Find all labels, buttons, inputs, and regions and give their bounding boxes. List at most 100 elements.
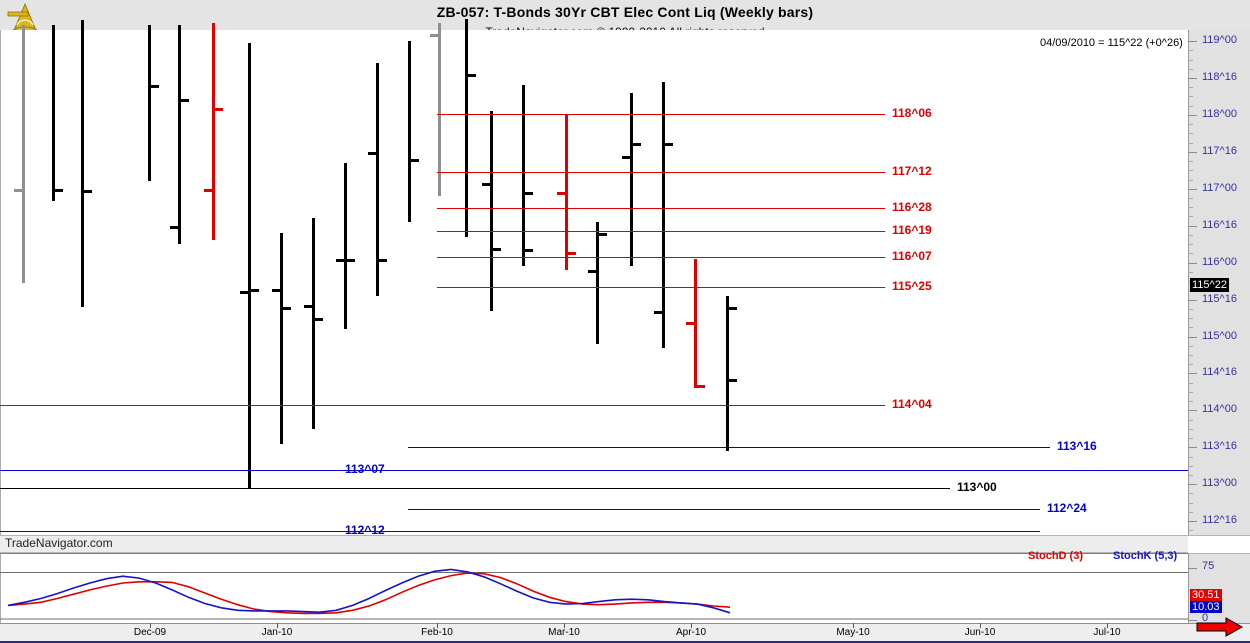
ohlc-close-tick bbox=[524, 249, 533, 253]
page-title: ZB-057: T-Bonds 30Yr CBT Elec Cont Liq (… bbox=[436, 4, 814, 20]
ohlc-open-tick bbox=[430, 33, 439, 37]
price-level-line[interactable] bbox=[437, 231, 885, 232]
price-axis-minor-tick bbox=[1188, 428, 1193, 430]
ohlc-open-tick bbox=[240, 290, 249, 294]
price-axis-minor-tick bbox=[1188, 161, 1193, 163]
price-level-label: 114^04 bbox=[892, 397, 932, 411]
date-axis-label: May-10 bbox=[836, 627, 870, 638]
quote-readout: 04/09/2010 = 115^22 (+0^26) bbox=[1040, 37, 1183, 49]
stoch-k-value-badge: 10.03 bbox=[1190, 601, 1222, 613]
ohlc-bar bbox=[465, 18, 468, 237]
ohlc-close-tick bbox=[728, 306, 737, 310]
stoch-axis-label: 0 bbox=[1202, 612, 1209, 624]
ohlc-close-tick bbox=[632, 143, 641, 146]
price-axis-minor-tick bbox=[1188, 170, 1193, 172]
price-level-line[interactable] bbox=[408, 509, 1040, 510]
stoch-axis-label: 75 bbox=[1202, 559, 1215, 572]
ohlc-bar bbox=[662, 81, 665, 348]
ohlc-close-tick bbox=[567, 251, 576, 255]
price-axis-label: 116^00 bbox=[1202, 255, 1237, 268]
current-price-badge: 115^22 bbox=[1190, 277, 1229, 292]
axis-divider bbox=[1188, 535, 1250, 554]
price-axis-minor-tick bbox=[1188, 354, 1193, 356]
ohlc-bar bbox=[376, 63, 379, 296]
date-axis-label: Jun-10 bbox=[964, 627, 996, 638]
date-axis-tick bbox=[980, 623, 981, 628]
price-level-line[interactable] bbox=[0, 470, 1188, 471]
stochastic-curves bbox=[0, 568, 1188, 620]
price-axis-minor-tick bbox=[1188, 345, 1193, 347]
ohlc-bar bbox=[22, 24, 25, 284]
price-axis-tick bbox=[1188, 299, 1197, 301]
price-level-label: 113^16 bbox=[1057, 439, 1097, 453]
ohlc-close-tick bbox=[346, 258, 355, 262]
price-axis-minor-tick bbox=[1188, 308, 1193, 310]
stochastic-pane[interactable] bbox=[0, 553, 1188, 623]
price-axis-label: 119^00 bbox=[1202, 34, 1237, 47]
ohlc-open-tick bbox=[272, 288, 281, 292]
price-level-line[interactable] bbox=[437, 257, 885, 258]
date-axis-tick bbox=[564, 623, 565, 628]
price-axis-minor-tick bbox=[1188, 456, 1193, 458]
price-axis-minor-tick bbox=[1188, 96, 1193, 98]
ohlc-open-tick bbox=[204, 188, 213, 192]
price-level-line[interactable] bbox=[0, 405, 885, 406]
ohlc-close-tick bbox=[696, 384, 705, 388]
ohlc-bar bbox=[726, 295, 729, 451]
price-axis-minor-tick bbox=[1188, 142, 1193, 144]
price-axis-minor-tick bbox=[1188, 105, 1193, 107]
date-axis-label: Feb-10 bbox=[421, 627, 453, 638]
price-level-line[interactable] bbox=[437, 208, 885, 209]
date-axis[interactable] bbox=[0, 623, 1250, 643]
price-axis-tick bbox=[1188, 484, 1197, 486]
stoch-axis-tick bbox=[1188, 620, 1197, 621]
stoch-d-legend: StochD (3) bbox=[1028, 550, 1083, 562]
price-level-line[interactable] bbox=[437, 114, 885, 115]
ohlc-bar bbox=[148, 24, 151, 182]
price-axis-minor-tick bbox=[1188, 511, 1193, 513]
price-level-label: 113^07 bbox=[345, 462, 385, 476]
ohlc-open-tick bbox=[557, 192, 566, 196]
price-axis-label: 114^16 bbox=[1202, 366, 1237, 379]
red-arrow-pointer bbox=[1196, 617, 1244, 637]
price-axis-minor-tick bbox=[1188, 207, 1193, 209]
price-level-line[interactable] bbox=[0, 531, 1040, 532]
price-level-line[interactable] bbox=[437, 287, 885, 288]
price-axis-minor-tick bbox=[1188, 327, 1193, 329]
ohlc-bar bbox=[81, 20, 84, 307]
price-axis-minor-tick bbox=[1188, 124, 1193, 126]
price-axis-minor-tick bbox=[1188, 59, 1193, 61]
ohlc-close-tick bbox=[250, 288, 259, 292]
date-axis-label: Apr-10 bbox=[675, 627, 707, 638]
price-level-label: 113^00 bbox=[957, 480, 997, 494]
price-axis-label: 117^00 bbox=[1202, 181, 1237, 194]
price-axis-tick bbox=[1188, 41, 1197, 43]
price-axis-label: 115^00 bbox=[1202, 329, 1237, 342]
date-axis-label: Dec-09 bbox=[133, 627, 167, 638]
price-axis[interactable] bbox=[1188, 30, 1250, 623]
price-level-label: 116^28 bbox=[892, 200, 932, 214]
price-level-label: 116^19 bbox=[892, 223, 932, 237]
price-level-line[interactable] bbox=[0, 488, 950, 489]
ohlc-bar bbox=[312, 218, 315, 429]
date-axis-tick bbox=[853, 623, 854, 628]
ohlc-open-tick bbox=[588, 270, 597, 274]
price-axis-minor-tick bbox=[1188, 438, 1193, 440]
ohlc-bar bbox=[630, 92, 633, 267]
ohlc-open-tick bbox=[622, 155, 631, 159]
ohlc-bar bbox=[596, 222, 599, 344]
price-axis-minor-tick bbox=[1188, 530, 1193, 532]
price-axis-tick bbox=[1188, 114, 1197, 116]
date-axis-label: Mar-10 bbox=[548, 627, 580, 638]
ohlc-open-tick bbox=[368, 151, 377, 155]
ohlc-close-tick bbox=[378, 258, 387, 262]
price-level-label: 118^06 bbox=[892, 106, 932, 120]
date-axis-tick bbox=[691, 623, 692, 628]
price-level-line[interactable] bbox=[437, 172, 885, 173]
price-axis-label: 114^00 bbox=[1202, 403, 1237, 416]
ohlc-bar bbox=[565, 114, 568, 271]
ohlc-close-tick bbox=[150, 85, 159, 89]
price-axis-minor-tick bbox=[1188, 253, 1193, 255]
price-level-line[interactable] bbox=[408, 447, 1050, 448]
price-axis-tick bbox=[1188, 447, 1197, 449]
